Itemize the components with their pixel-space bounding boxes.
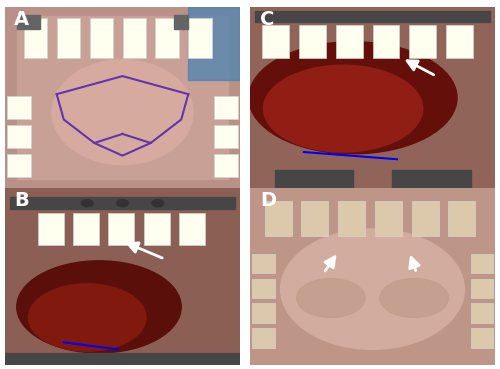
Ellipse shape xyxy=(17,261,181,353)
Bar xyxy=(56,18,80,58)
Bar xyxy=(299,25,326,58)
Text: A: A xyxy=(14,10,30,30)
Bar xyxy=(375,201,402,236)
Bar xyxy=(448,201,475,236)
Bar xyxy=(412,201,438,236)
Bar xyxy=(252,254,274,273)
Bar xyxy=(8,125,31,148)
Ellipse shape xyxy=(52,60,193,165)
Bar xyxy=(470,254,492,273)
Bar xyxy=(302,201,328,236)
Bar xyxy=(122,18,146,58)
Text: D: D xyxy=(260,191,276,210)
Ellipse shape xyxy=(152,200,164,207)
Bar xyxy=(372,25,400,58)
Bar xyxy=(38,213,64,245)
Bar xyxy=(214,96,238,120)
Bar xyxy=(174,15,188,29)
Bar xyxy=(8,154,31,177)
Bar xyxy=(446,25,473,58)
Bar xyxy=(73,213,99,245)
Text: B: B xyxy=(14,191,29,210)
Bar xyxy=(188,7,240,80)
Bar xyxy=(156,18,179,58)
Bar xyxy=(252,303,274,323)
Ellipse shape xyxy=(82,200,93,207)
Bar xyxy=(214,125,238,148)
Bar xyxy=(252,279,274,298)
Bar xyxy=(8,96,31,120)
Bar xyxy=(409,25,436,58)
Ellipse shape xyxy=(116,200,128,207)
Bar xyxy=(336,25,362,58)
Bar xyxy=(17,15,40,29)
Bar xyxy=(144,213,170,245)
Bar xyxy=(392,170,470,188)
Ellipse shape xyxy=(380,279,448,317)
Ellipse shape xyxy=(280,229,464,349)
Bar xyxy=(188,18,212,58)
Bar xyxy=(214,154,238,177)
Bar xyxy=(24,18,48,58)
Ellipse shape xyxy=(249,42,457,154)
Bar xyxy=(262,25,289,58)
Bar xyxy=(470,279,492,298)
Ellipse shape xyxy=(28,284,146,351)
Bar xyxy=(338,201,365,236)
Bar xyxy=(179,213,205,245)
Bar xyxy=(264,201,291,236)
Bar xyxy=(252,328,274,348)
Bar xyxy=(108,213,134,245)
Ellipse shape xyxy=(264,65,422,152)
Bar xyxy=(10,197,235,210)
Text: C: C xyxy=(260,10,274,30)
Ellipse shape xyxy=(296,279,365,317)
Bar xyxy=(90,18,113,58)
Bar xyxy=(255,11,490,22)
Bar xyxy=(5,353,240,365)
Bar xyxy=(470,328,492,348)
Bar xyxy=(274,170,353,188)
Bar xyxy=(470,303,492,323)
